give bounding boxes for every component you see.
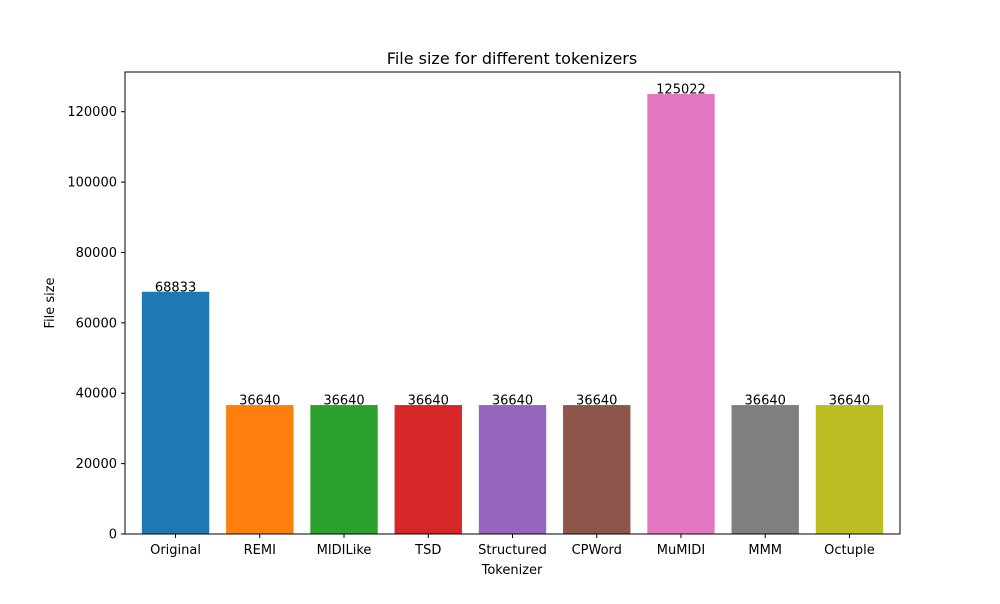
data-label-mmm: 36640 bbox=[745, 394, 786, 409]
y-axis: 0 20000 40000 60000 80000 100000 120000 bbox=[67, 105, 125, 543]
data-label-remi: 36640 bbox=[239, 394, 280, 409]
data-label-mumidi: 125022 bbox=[656, 83, 706, 98]
bar-octuple bbox=[815, 405, 884, 534]
data-label-midilike: 36640 bbox=[323, 394, 364, 409]
data-labels: 68833 36640 36640 36640 36640 36640 125022 3664… bbox=[155, 83, 870, 409]
bar-original bbox=[141, 291, 210, 534]
y-tick-label: 0 bbox=[109, 528, 117, 543]
x-tick-label: MIDILike bbox=[317, 543, 372, 558]
y-tick-label: 40000 bbox=[76, 387, 117, 402]
bar-midilike bbox=[310, 405, 378, 534]
x-tick-label: Original bbox=[150, 543, 201, 558]
data-label-structured: 36640 bbox=[492, 394, 533, 409]
y-axis-label: File size bbox=[43, 277, 58, 328]
data-label-tsd: 36640 bbox=[408, 394, 449, 409]
bar-structured bbox=[478, 405, 547, 534]
y-tick-label: 80000 bbox=[76, 246, 117, 261]
x-tick-label: MuMIDI bbox=[657, 543, 705, 558]
x-tick-label: REMI bbox=[244, 543, 276, 558]
y-tick-label: 60000 bbox=[76, 316, 117, 331]
y-tick-label: 20000 bbox=[76, 457, 117, 472]
data-label-original: 68833 bbox=[155, 280, 196, 295]
data-label-cpword: 36640 bbox=[576, 394, 617, 409]
x-axis-label: Tokenizer bbox=[481, 563, 543, 578]
bars bbox=[141, 94, 884, 534]
bar-remi bbox=[226, 405, 294, 534]
plot-frame bbox=[124, 71, 901, 535]
x-axis: Original REMI MIDILike TSD Structured CPWord M… bbox=[150, 534, 875, 558]
bar-tsd bbox=[394, 405, 462, 534]
bar-cpword bbox=[563, 405, 631, 534]
x-tick-label: Structured bbox=[478, 543, 547, 558]
x-tick-label: MMM bbox=[748, 543, 782, 558]
bar-mumidi bbox=[647, 94, 715, 534]
data-label-octuple: 36640 bbox=[829, 394, 870, 409]
y-tick-label: 120000 bbox=[67, 105, 117, 120]
bar-mmm bbox=[731, 405, 799, 534]
x-tick-label: Octuple bbox=[824, 543, 875, 558]
x-tick-label: TSD bbox=[414, 543, 441, 558]
chart-title: File size for different tokenizers bbox=[387, 49, 637, 68]
x-tick-label: CPWord bbox=[572, 543, 622, 558]
y-tick-label: 100000 bbox=[67, 176, 117, 191]
